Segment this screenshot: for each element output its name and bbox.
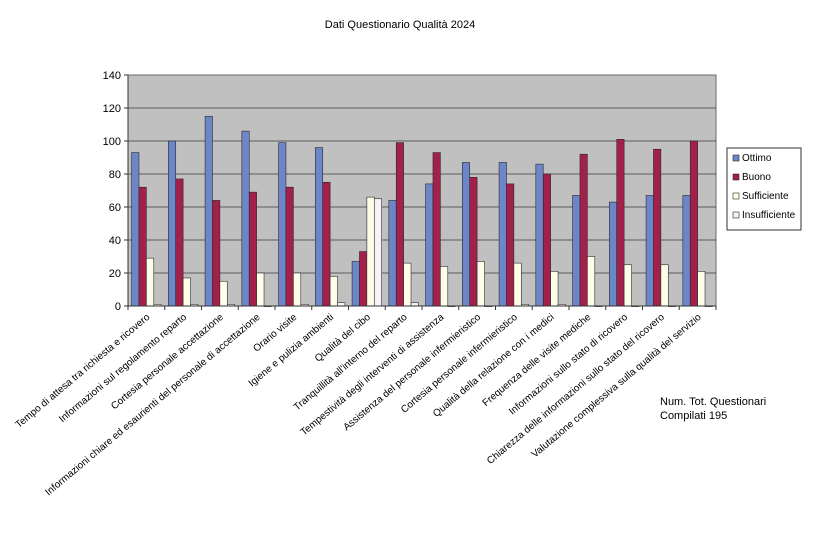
bar-sufficiente-6 xyxy=(366,196,375,307)
bar-buono-10 xyxy=(506,183,515,307)
bar-sufficiente-13 xyxy=(623,264,632,307)
bars xyxy=(131,115,713,307)
bar-ottimo-3 xyxy=(241,130,250,307)
bar-buono-12 xyxy=(579,153,588,307)
bar-ottimo-9 xyxy=(462,162,471,307)
bar-ottimo-15 xyxy=(682,195,691,307)
legend: Ottimo Buono Sufficiente Insufficiente xyxy=(726,147,802,231)
bar-buono-0 xyxy=(138,186,147,307)
bar-buono-6 xyxy=(359,251,368,307)
bar-buono-5 xyxy=(322,181,331,307)
bar-sufficiente-3 xyxy=(256,272,265,307)
bar-ottimo-1 xyxy=(168,140,177,307)
bar-buono-9 xyxy=(469,177,478,307)
bar-buono-3 xyxy=(248,191,257,307)
legend-label-buono: Buono xyxy=(742,172,771,183)
bar-sufficiente-9 xyxy=(476,261,485,307)
bar-buono-13 xyxy=(616,139,625,307)
note-line-2: Compilati 195 xyxy=(660,410,727,422)
bar-sufficiente-4 xyxy=(293,272,302,307)
bar-buono-11 xyxy=(542,173,551,307)
category-label: Tempo di attesa tra richiesta e ricovero xyxy=(14,312,153,431)
legend-swatch-buono xyxy=(732,173,740,181)
y-tick-label: 20 xyxy=(109,268,121,280)
y-axis: 0 20 40 60 80 100 120 140 xyxy=(103,70,129,313)
bar-sufficiente-5 xyxy=(329,275,338,307)
bar-ottimo-13 xyxy=(609,201,618,307)
bar-ottimo-14 xyxy=(645,195,654,307)
bar-ottimo-4 xyxy=(278,142,287,307)
legend-swatch-sufficiente xyxy=(732,192,740,200)
legend-swatch-insufficiente xyxy=(732,211,740,219)
category-label: Valutazione complessiva sulla qualità de… xyxy=(530,312,704,461)
legend-label-insufficiente: Insufficiente xyxy=(742,210,796,221)
bar-ottimo-0 xyxy=(131,152,140,307)
category-label: Assistenza del personale infermieristico xyxy=(341,312,483,434)
bar-sufficiente-0 xyxy=(146,257,155,307)
bar-sufficiente-12 xyxy=(587,256,596,307)
y-tick-label: 120 xyxy=(103,103,121,115)
bar-insufficiente-6 xyxy=(373,198,382,307)
bar-ottimo-11 xyxy=(535,163,544,307)
bar-sufficiente-1 xyxy=(182,277,191,307)
legend-label-sufficiente: Sufficiente xyxy=(742,191,789,202)
y-tick-label: 100 xyxy=(103,136,121,148)
bar-ottimo-6 xyxy=(351,261,360,307)
bar-sufficiente-14 xyxy=(660,264,669,307)
bar-buono-1 xyxy=(175,178,184,307)
y-tick-label: 140 xyxy=(103,70,121,82)
legend-label-ottimo: Ottimo xyxy=(742,153,772,164)
legend-swatch-ottimo xyxy=(732,154,740,162)
bar-sufficiente-7 xyxy=(403,262,412,307)
bar-ottimo-7 xyxy=(388,200,397,307)
bar-buono-15 xyxy=(689,140,698,307)
category-label: Chiarezza delle informazioni sullo stato… xyxy=(485,312,667,467)
bar-ottimo-5 xyxy=(315,147,324,307)
bar-ottimo-2 xyxy=(204,115,213,307)
y-tick-label: 60 xyxy=(109,202,121,214)
bar-buono-14 xyxy=(653,148,662,307)
x-axis: Tempo di attesa tra richiesta e ricovero… xyxy=(14,305,717,498)
bar-sufficiente-11 xyxy=(550,271,559,307)
bar-ottimo-10 xyxy=(498,162,507,307)
bar-buono-7 xyxy=(395,142,404,307)
bar-buono-8 xyxy=(432,152,441,307)
bar-sufficiente-15 xyxy=(697,271,706,307)
bar-sufficiente-2 xyxy=(219,280,228,307)
note-line-1: Num. Tot. Questionari xyxy=(660,396,766,408)
bar-sufficiente-10 xyxy=(513,262,522,307)
bar-ottimo-8 xyxy=(425,183,434,307)
y-tick-label: 80 xyxy=(109,169,121,181)
y-tick-label: 40 xyxy=(109,235,121,247)
bar-buono-2 xyxy=(212,200,221,307)
bar-sufficiente-8 xyxy=(440,266,449,307)
bar-ottimo-12 xyxy=(572,195,581,307)
y-tick-label: 0 xyxy=(115,301,121,313)
legend-box xyxy=(726,147,802,231)
chart-title: Dati Questionario Qualità 2024 xyxy=(325,19,475,31)
bar-buono-4 xyxy=(285,186,294,307)
